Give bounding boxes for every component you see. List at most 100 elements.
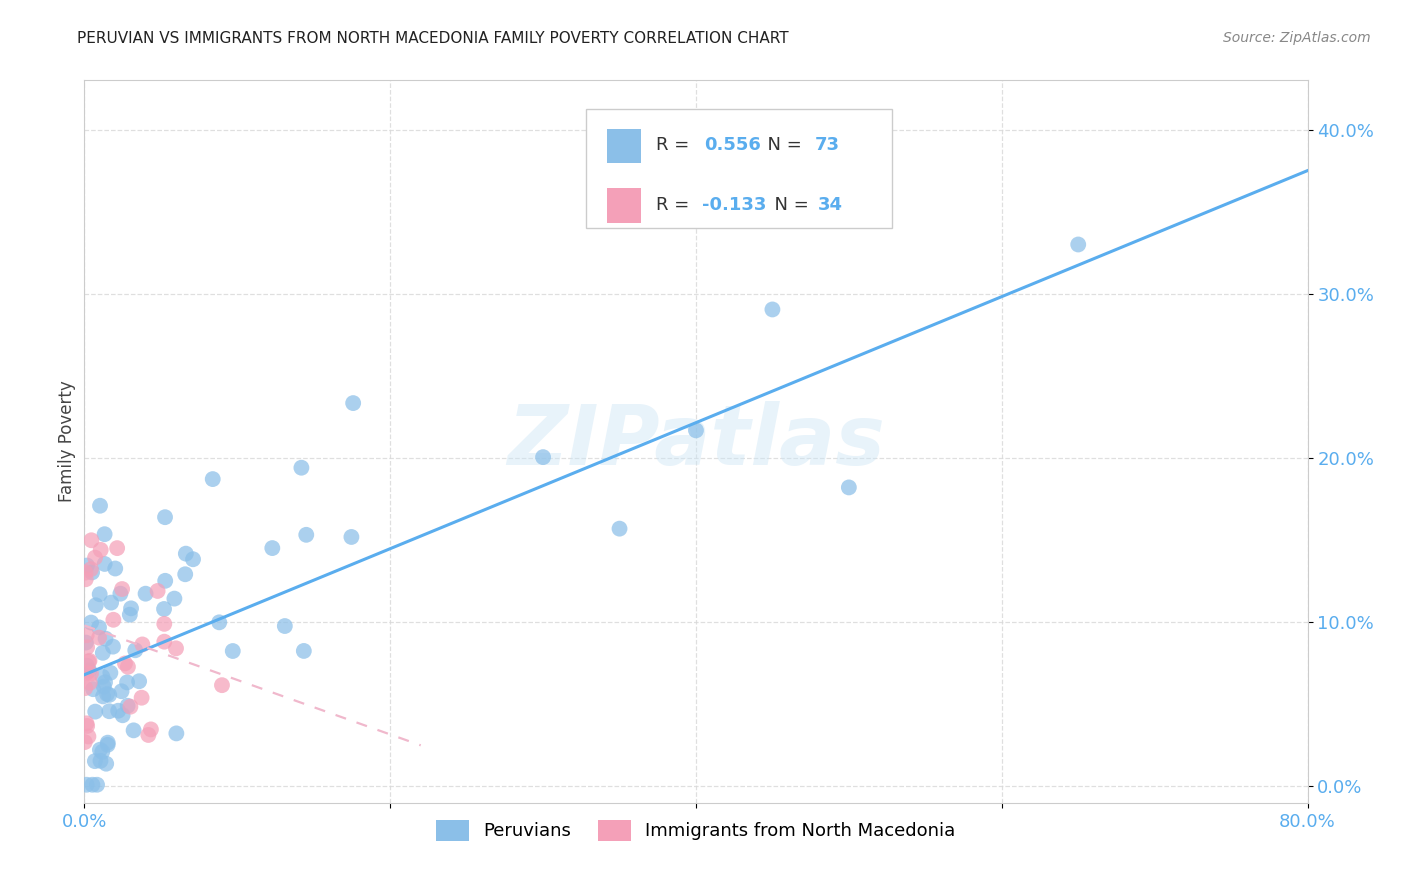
Point xyxy=(87,631,110,645)
Point xyxy=(79,654,101,668)
Point xyxy=(89,499,111,513)
Y-axis label: Family Poverty: Family Poverty xyxy=(58,381,76,502)
Point xyxy=(97,738,120,752)
Point xyxy=(73,735,96,749)
Text: R =: R = xyxy=(655,195,695,213)
Point xyxy=(94,632,117,646)
Point xyxy=(153,510,176,524)
Point xyxy=(146,584,169,599)
Point xyxy=(90,542,112,557)
Point xyxy=(91,690,114,704)
Point xyxy=(87,620,110,634)
FancyBboxPatch shape xyxy=(606,188,641,223)
Point xyxy=(111,582,134,596)
Point xyxy=(77,730,100,744)
Point xyxy=(110,587,132,601)
Point xyxy=(80,615,103,630)
Text: PERUVIAN VS IMMIGRANTS FROM NORTH MACEDONIA FAMILY POVERTY CORRELATION CHART: PERUVIAN VS IMMIGRANTS FROM NORTH MACEDO… xyxy=(77,31,789,46)
Legend: Peruvians, Immigrants from North Macedonia: Peruvians, Immigrants from North Macedon… xyxy=(429,813,963,848)
Point xyxy=(75,572,97,586)
Point xyxy=(117,698,139,713)
Point xyxy=(135,587,157,601)
Point xyxy=(80,666,103,681)
Point xyxy=(76,628,98,642)
Point xyxy=(100,596,122,610)
Point xyxy=(340,530,363,544)
Text: R =: R = xyxy=(655,136,695,154)
Point xyxy=(262,541,284,555)
Point xyxy=(75,635,97,649)
Point xyxy=(138,728,160,742)
Point xyxy=(174,547,197,561)
Point xyxy=(274,619,297,633)
Point xyxy=(114,657,136,671)
Point xyxy=(91,670,114,684)
Point xyxy=(295,528,318,542)
Text: -0.133: -0.133 xyxy=(702,195,766,213)
Point xyxy=(84,550,107,565)
Point xyxy=(86,778,108,792)
Point xyxy=(165,726,187,740)
Point xyxy=(122,723,145,738)
Point xyxy=(98,704,121,718)
Point xyxy=(531,450,554,464)
Point xyxy=(94,675,117,690)
Point xyxy=(76,665,98,680)
Point xyxy=(342,396,364,410)
Point xyxy=(97,736,120,750)
Point xyxy=(117,660,139,674)
Point xyxy=(82,778,104,792)
Text: 0.556: 0.556 xyxy=(704,136,762,154)
Point xyxy=(75,566,97,580)
Point xyxy=(107,704,129,718)
FancyBboxPatch shape xyxy=(586,109,891,228)
Point xyxy=(120,699,142,714)
Point xyxy=(118,607,141,622)
Point xyxy=(89,743,111,757)
Point xyxy=(609,522,631,536)
Point xyxy=(155,574,177,588)
Point xyxy=(76,640,98,655)
Point xyxy=(222,644,245,658)
Point xyxy=(93,557,115,571)
Point xyxy=(105,541,128,555)
Text: 34: 34 xyxy=(818,195,844,213)
Point xyxy=(91,745,114,759)
Point xyxy=(174,567,197,582)
Point xyxy=(103,613,125,627)
Point xyxy=(181,552,204,566)
Point xyxy=(77,655,100,669)
Point xyxy=(153,634,176,648)
Point xyxy=(208,615,231,630)
Point xyxy=(84,705,107,719)
Point xyxy=(115,675,138,690)
Point xyxy=(76,778,98,792)
FancyBboxPatch shape xyxy=(606,128,641,163)
Point xyxy=(80,562,103,576)
Point xyxy=(290,460,312,475)
Point xyxy=(82,682,104,697)
Point xyxy=(96,756,118,771)
Point xyxy=(211,678,233,692)
Point xyxy=(76,719,98,733)
Text: Source: ZipAtlas.com: Source: ZipAtlas.com xyxy=(1223,31,1371,45)
Point xyxy=(104,561,127,575)
Point xyxy=(91,646,114,660)
Point xyxy=(77,664,100,678)
Point xyxy=(76,558,98,573)
Point xyxy=(80,533,103,548)
Text: N =: N = xyxy=(756,136,807,154)
Point xyxy=(165,641,187,656)
Point xyxy=(84,599,107,613)
Point xyxy=(100,665,122,680)
Point xyxy=(93,527,115,541)
Point xyxy=(120,601,142,615)
Point xyxy=(128,674,150,689)
Point xyxy=(685,423,707,437)
Point xyxy=(153,602,176,616)
Point xyxy=(131,637,153,651)
Point xyxy=(98,688,121,702)
Point xyxy=(96,687,118,701)
Text: 73: 73 xyxy=(814,136,839,154)
Point xyxy=(75,681,97,695)
